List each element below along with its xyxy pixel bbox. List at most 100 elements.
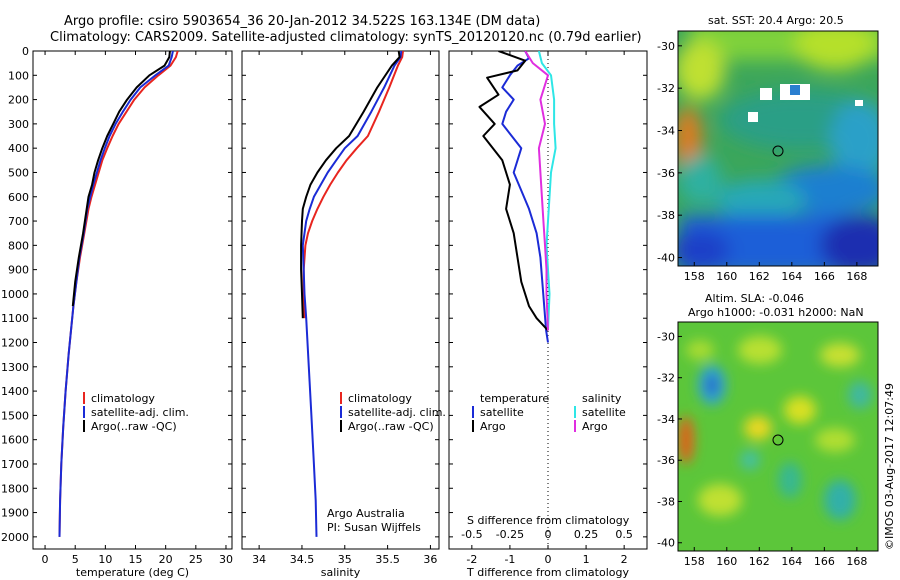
- x-tick-label: 35: [338, 553, 352, 566]
- y-tick-label: 900: [8, 264, 29, 277]
- map-y-tick-label: -36: [657, 454, 675, 467]
- map-y-tick-label: -40: [657, 537, 675, 550]
- legend2-item-satellite: satellite-adj. clim.: [348, 406, 446, 419]
- map-y-tick-label: -30: [657, 40, 675, 53]
- series-line: [302, 51, 404, 319]
- x-tick-label: -1: [504, 553, 515, 566]
- axes-layer: [32, 45, 858, 551]
- legend-item-climatology: climatology: [91, 392, 155, 405]
- legend-sal-header: salinity: [582, 392, 622, 405]
- x-axis-label: temperature (deg C): [76, 566, 189, 579]
- map-y-tick-label: -34: [657, 413, 675, 426]
- series-line: [58, 51, 174, 537]
- x-tick-label: 0: [545, 553, 552, 566]
- credit-line-2: PI: Susan Wijffels: [327, 521, 421, 534]
- imos-credit: ©IMOS 03-Aug-2017 12:07:49: [883, 383, 896, 550]
- y-tick-label: 1200: [1, 337, 29, 350]
- y-tick-label: 1300: [1, 361, 29, 374]
- legend2-item-argo: Argo(..raw -QC): [348, 420, 434, 433]
- map-y-tick-label: -32: [657, 372, 675, 385]
- x-tick-label: 1: [583, 553, 590, 566]
- map-y-tick-label: -38: [657, 495, 675, 508]
- header-line-1: Argo profile: csiro 5903654_36 20-Jan-20…: [64, 14, 540, 29]
- x-tick-label: 5: [72, 553, 79, 566]
- y-tick-label: 500: [8, 166, 29, 179]
- x-tick-label: 25: [189, 553, 203, 566]
- y-tick-label: 1400: [1, 385, 29, 398]
- legend-temp-header: temperature: [480, 392, 549, 405]
- series-group-3: [478, 51, 557, 343]
- map-x-tick-label: 158: [684, 555, 705, 568]
- legend2-item-climatology: climatology: [348, 392, 412, 405]
- map-y-tick-label: -36: [657, 167, 675, 180]
- map-x-tick-label: 164: [781, 555, 802, 568]
- y-tick-label: 1500: [1, 409, 29, 422]
- panel-frame-1: [32, 50, 233, 550]
- map-x-tick-label: 168: [846, 270, 867, 283]
- sst-argo-marker: [772, 145, 784, 157]
- series-line: [301, 51, 403, 537]
- legend-salinity-panel: climatology satellite-adj. clim. Argo(..…: [340, 392, 446, 433]
- credit-line-1: Argo Australia: [327, 507, 405, 520]
- top-tick-label: 0.25: [574, 528, 599, 541]
- y-tick-label: 700: [8, 215, 29, 228]
- sst-map: [677, 30, 879, 267]
- y-tick-label: 1900: [1, 507, 29, 520]
- map-x-tick-label: 162: [749, 270, 770, 283]
- y-tick-label: 400: [8, 142, 29, 155]
- x-tick-label: 2: [621, 553, 628, 566]
- series-layer: [58, 51, 557, 537]
- legend-item-argo: Argo(..raw -QC): [91, 420, 177, 433]
- y-tick-label: 1700: [1, 458, 29, 471]
- x-tick-label: 15: [129, 553, 143, 566]
- y-tick-label: 1600: [1, 434, 29, 447]
- map-x-tick-label: 164: [781, 270, 802, 283]
- series-group-1: [58, 51, 179, 537]
- legend-sal-satellite: satellite: [582, 406, 626, 419]
- map-x-tick-label: 166: [814, 270, 835, 283]
- map-y-tick-label: -40: [657, 252, 675, 265]
- legend-temp-argo: Argo: [480, 420, 506, 433]
- series-line: [300, 51, 401, 319]
- legend-sal-argo: Argo: [582, 420, 608, 433]
- x-tick-label: 35.5: [375, 553, 400, 566]
- x-tick-label: 36: [423, 553, 437, 566]
- y-tick-label: 1000: [1, 288, 29, 301]
- legend-item-satellite: satellite-adj. clim.: [91, 406, 189, 419]
- header-line-2: Climatology: CARS2009. Satellite-adjuste…: [50, 30, 642, 45]
- top-tick-label: -0.5: [461, 528, 482, 541]
- y-tick-label: 100: [8, 69, 29, 82]
- x-axis-label: T difference from climatology: [466, 566, 629, 579]
- y-tick-label: 300: [8, 118, 29, 131]
- top-tick-label: -0.25: [496, 528, 524, 541]
- panel-frame-2: [241, 50, 440, 550]
- y-tick-label: 1800: [1, 482, 29, 495]
- diff-top-axis-label: S difference from climatology: [467, 514, 630, 527]
- series-line: [58, 51, 179, 537]
- series-line: [71, 51, 171, 307]
- y-tick-label: 800: [8, 239, 29, 252]
- legend-temperature-panel: climatology satellite-adj. clim. Argo(..…: [83, 392, 189, 433]
- top-tick-label: 0.5: [615, 528, 633, 541]
- series-line: [524, 51, 549, 331]
- map-x-tick-label: 162: [749, 555, 770, 568]
- sla-argo-marker: [772, 434, 784, 446]
- series-group-2: [300, 51, 404, 537]
- series-line: [537, 51, 557, 331]
- map-x-tick-label: 160: [716, 270, 737, 283]
- x-tick-label: 30: [219, 553, 233, 566]
- map-x-tick-label: 160: [716, 555, 737, 568]
- map-x-tick-label: 168: [846, 555, 867, 568]
- y-tick-label: 600: [8, 191, 29, 204]
- sst-title: sat. SST: 20.4 Argo: 20.5: [708, 14, 844, 27]
- x-tick-label: -2: [466, 553, 477, 566]
- legend-temp-satellite: satellite: [480, 406, 524, 419]
- x-tick-label: 34: [252, 553, 266, 566]
- x-axis-label: salinity: [321, 566, 361, 579]
- x-tick-label: 20: [159, 553, 173, 566]
- y-tick-label: 200: [8, 94, 29, 107]
- top-tick-label: 0: [545, 528, 552, 541]
- series-line: [478, 51, 549, 332]
- map-y-tick-label: -34: [657, 125, 675, 138]
